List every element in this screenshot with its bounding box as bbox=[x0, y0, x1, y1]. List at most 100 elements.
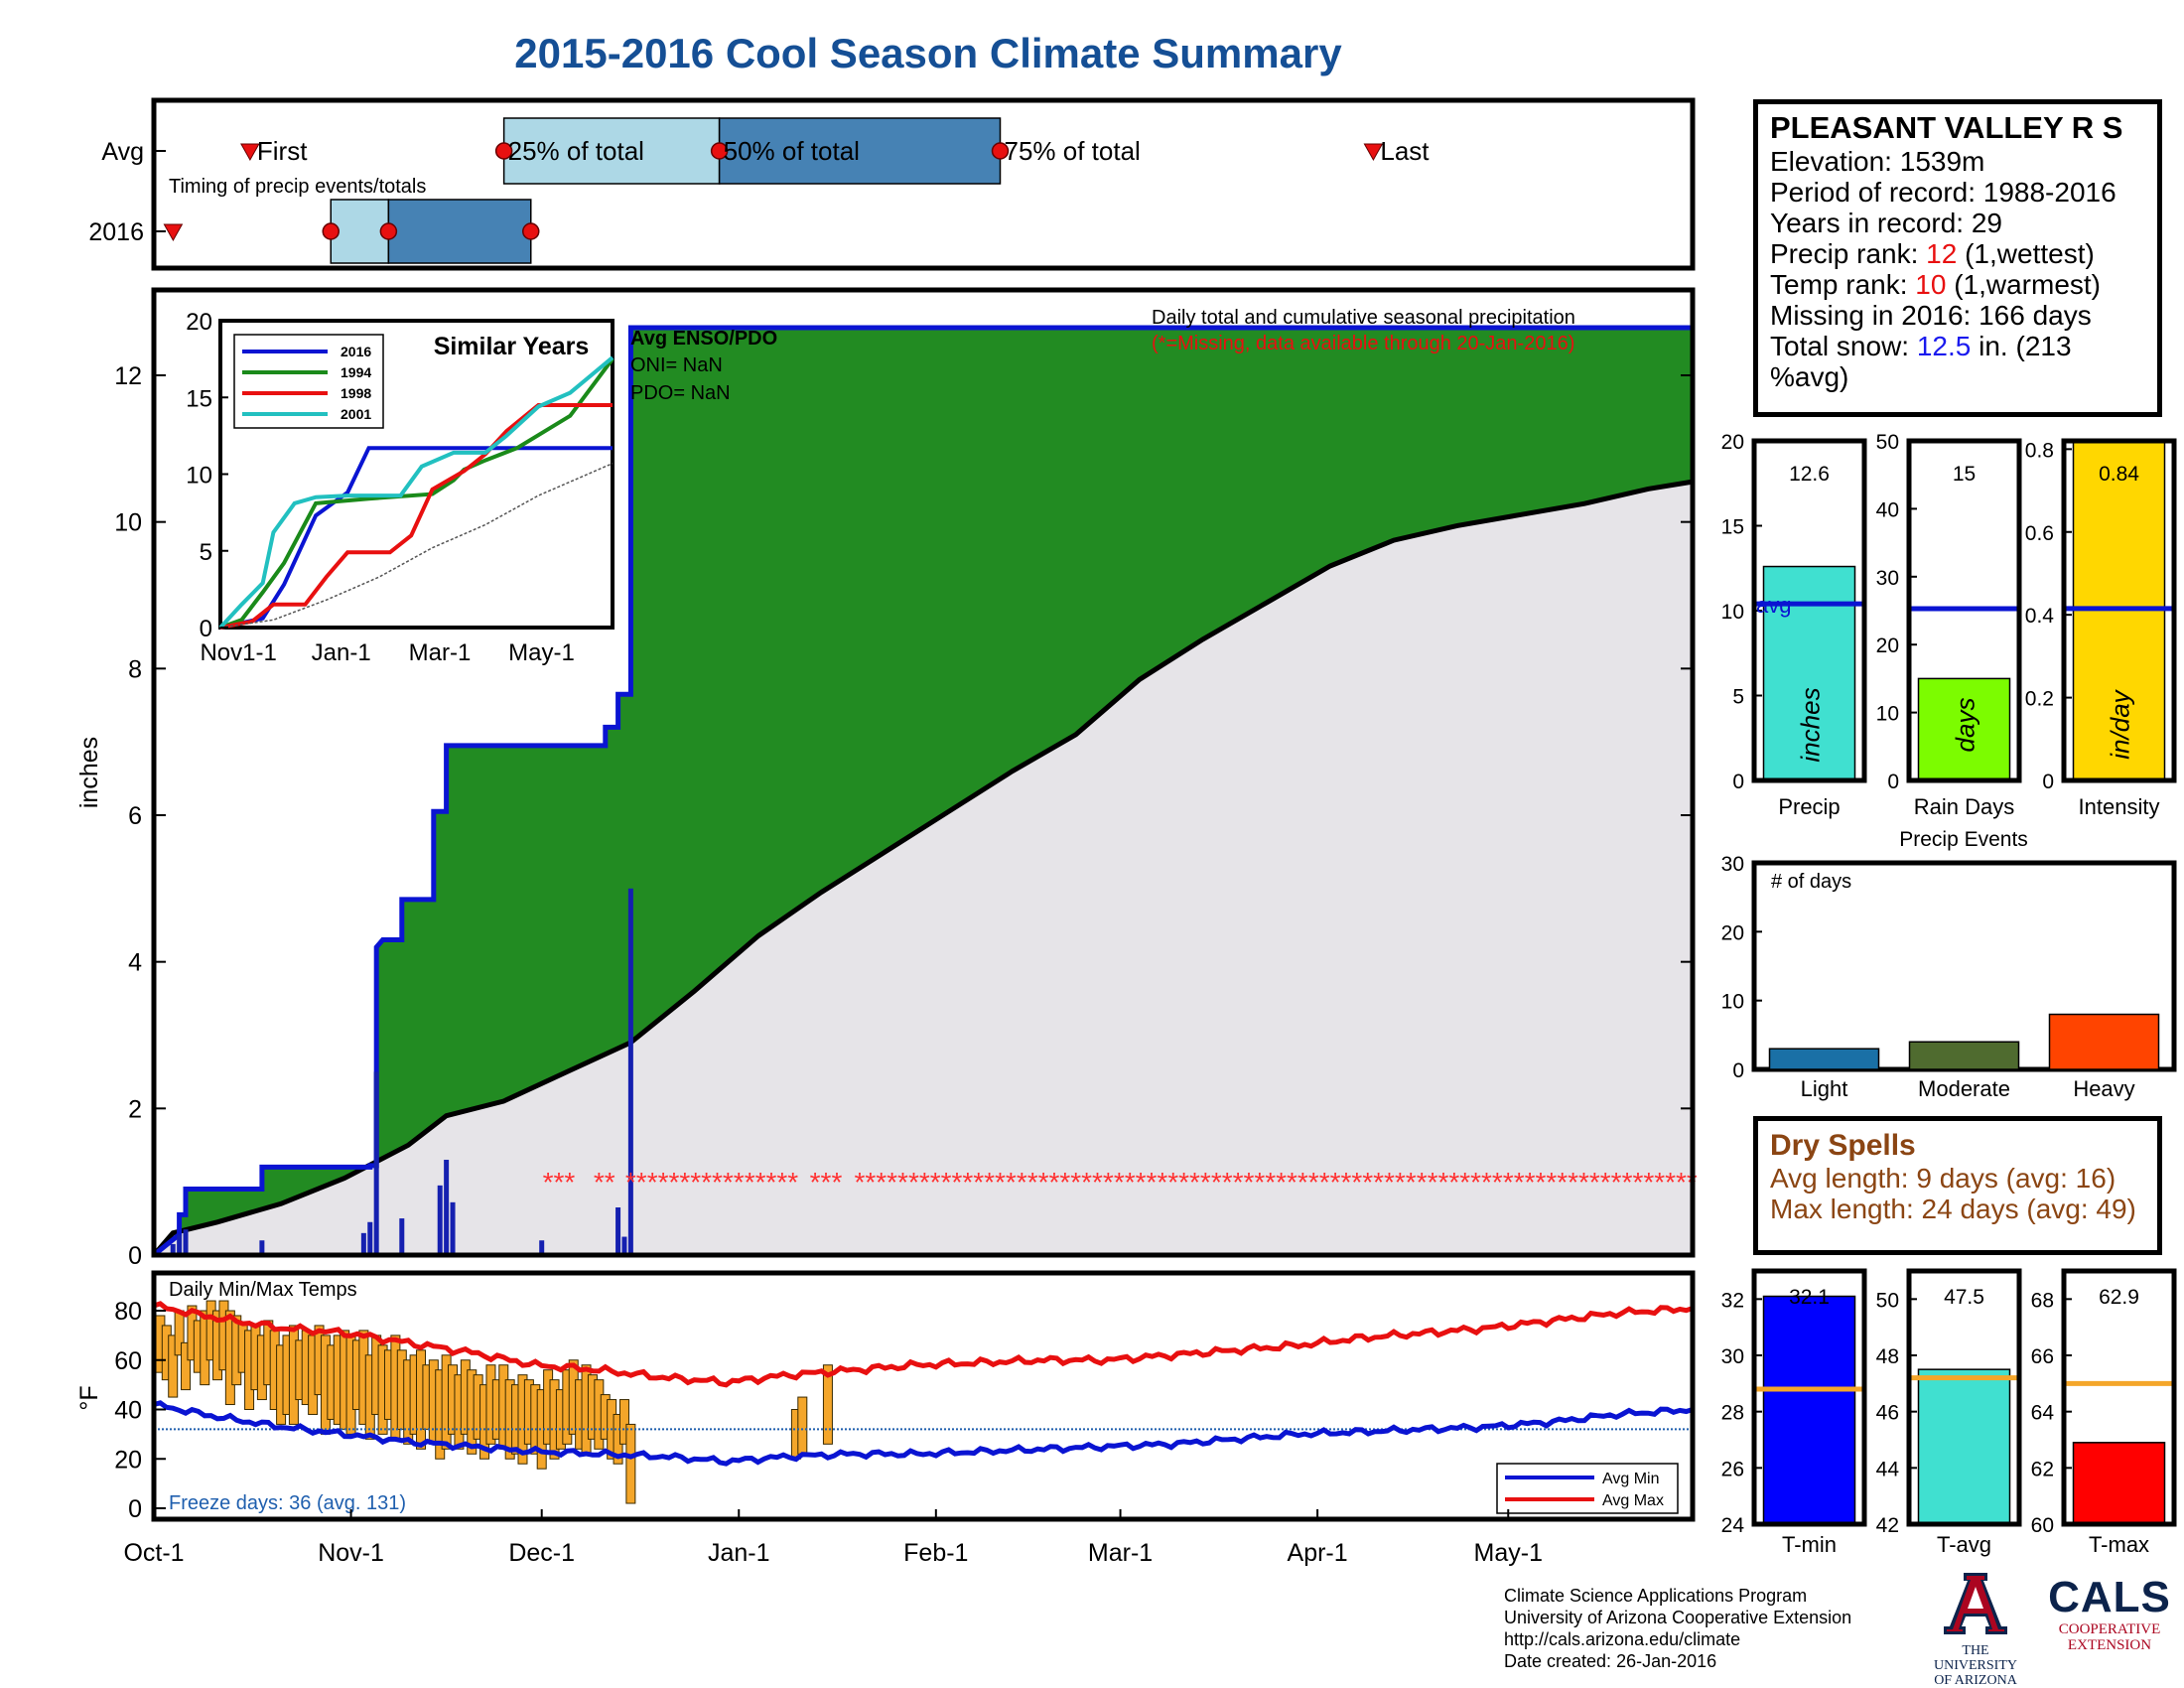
station-years: Years in record: 29 bbox=[1770, 208, 2002, 238]
missing-marker: * bbox=[1070, 1167, 1081, 1197]
missing-marker: * bbox=[1632, 1167, 1643, 1197]
y2016-p75-marker bbox=[522, 222, 540, 240]
station-elevation: Elevation: 1539m bbox=[1770, 146, 1985, 177]
missing-marker: * bbox=[1136, 1167, 1147, 1197]
summary-y-tick-label: 10 bbox=[1721, 601, 1744, 624]
summary-y-tick-label: 0.6 bbox=[2025, 522, 2054, 545]
daily-precip-bar bbox=[259, 1240, 265, 1255]
precip-events-chart: Light Moderate Heavy 0 10 20 30 Precip Events # … bbox=[1721, 828, 2177, 1101]
missing-note: (*=Missing, data available through 20-Ja… bbox=[1152, 333, 1574, 354]
freeze-days-label: Freeze days: 36 (avg. 131) bbox=[169, 1492, 406, 1514]
avg-50-75-box bbox=[718, 117, 1002, 185]
missing-marker: * bbox=[1417, 1167, 1428, 1197]
station-period: Period of record: 1988-2016 bbox=[1770, 177, 2116, 208]
missing-marker: * bbox=[1589, 1167, 1600, 1197]
missing-marker: * bbox=[1103, 1167, 1114, 1197]
missing-marker: * bbox=[1622, 1167, 1633, 1197]
cals-logo: CALS COOPERATIVE EXTENSION bbox=[2048, 1573, 2171, 1654]
temperature-chart: 0 20 40 60 80 °F Daily Min/Max Temps Freeze day… bbox=[75, 1270, 1696, 1567]
missing-marker: * bbox=[1514, 1167, 1525, 1197]
missing-marker: * bbox=[1189, 1167, 1200, 1197]
dry-spells-max: Max length: 24 days (avg: 49) bbox=[1770, 1194, 2136, 1224]
missing-marker: * bbox=[690, 1167, 701, 1197]
missing-marker: * bbox=[1297, 1167, 1308, 1197]
station-name: PLEASANT VALLEY R S bbox=[1770, 110, 2123, 145]
temp-summary-frame bbox=[1751, 1268, 1867, 1527]
credit-block: Climate Science Applications Program Uni… bbox=[1504, 1585, 1851, 1672]
dry-spells-title: Dry Spells bbox=[1770, 1129, 1916, 1162]
missing-marker: * bbox=[810, 1167, 821, 1197]
missing-marker: * bbox=[1492, 1167, 1503, 1197]
enso-oni: ONI= NaN bbox=[630, 354, 723, 376]
missing-marker: * bbox=[1503, 1167, 1514, 1197]
summary-unit-label: days bbox=[1951, 698, 1980, 753]
missing-marker: * bbox=[1038, 1167, 1049, 1197]
daily-temp-range-bar bbox=[822, 1364, 833, 1445]
temp-summary-y-tick-label: 42 bbox=[1876, 1514, 1899, 1537]
daily-precip-bar bbox=[627, 888, 633, 1255]
missing-marker: * bbox=[897, 1167, 908, 1197]
enso-title: Avg ENSO/PDO bbox=[630, 328, 777, 350]
missing-marker: * bbox=[1395, 1167, 1406, 1197]
daily-temp-range-bar bbox=[625, 1423, 636, 1504]
credit-line: Date created: 26-Jan-2016 bbox=[1504, 1651, 1717, 1671]
temp-summary-y-tick-label: 62 bbox=[2031, 1458, 2054, 1480]
daily-precip-bar bbox=[437, 1185, 443, 1255]
temp-y-tick-label: 20 bbox=[114, 1446, 142, 1474]
summary-unit-label: in/day bbox=[2106, 688, 2135, 759]
y2016-p25-marker bbox=[322, 222, 340, 240]
missing-marker: * bbox=[1578, 1167, 1589, 1197]
inset-x-tick-label: Jan-1 bbox=[312, 639, 371, 666]
missing-marker: * bbox=[701, 1167, 712, 1197]
events-category-label: Light bbox=[1801, 1076, 1848, 1101]
missing-marker: * bbox=[1448, 1167, 1459, 1197]
events-y-tick-label: 10 bbox=[1721, 991, 1744, 1014]
similar-years-inset: 0 5 10 15 20 Nov1-1 Jan-1 Mar-1 May-1 Similar Yea… bbox=[186, 309, 614, 666]
missing-marker: * bbox=[876, 1167, 887, 1197]
page-title: 2015-2016 Cool Season Climate Summary bbox=[514, 30, 1342, 76]
temp-summary-y-tick-label: 26 bbox=[1721, 1458, 1744, 1480]
station-temp-rank: Temp rank: 10 (1,warmest) bbox=[1770, 269, 2102, 300]
missing-marker: * bbox=[1525, 1167, 1536, 1197]
dry-spells-box: Dry Spells Avg length: 9 days (avg: 16) … bbox=[1753, 1116, 2162, 1255]
missing-marker: * bbox=[755, 1167, 766, 1197]
daily-precip-bar bbox=[360, 1232, 366, 1255]
summary-y-tick-label: 0 bbox=[1887, 771, 1899, 793]
daily-precip-bar bbox=[399, 1218, 405, 1255]
inset-y-tick-label: 10 bbox=[186, 463, 212, 490]
events-bar-light bbox=[1768, 1048, 1880, 1070]
inset-series-2016 bbox=[219, 446, 613, 630]
missing-marker: * bbox=[679, 1167, 690, 1197]
precip-main-chart: * * * * * * * * * * * * * * * * * * * * * * * * * * * * * * * * * * * * * * * *… bbox=[75, 287, 1698, 1270]
timing-row-label: 2016 bbox=[88, 218, 144, 246]
daily-temp-range-bar bbox=[797, 1396, 808, 1455]
events-bar-heavy bbox=[2048, 1013, 2160, 1070]
missing-marker: * bbox=[1557, 1167, 1568, 1197]
missing-marker: * bbox=[1428, 1167, 1438, 1197]
y2016-50-75-box bbox=[387, 199, 532, 264]
missing-marker: * bbox=[1200, 1167, 1211, 1197]
summary-value-label: 12.6 bbox=[1789, 463, 1830, 486]
summary-category-label: Rain Days bbox=[1914, 794, 2014, 819]
avg-p50-marker bbox=[710, 142, 729, 160]
summary-bar-frame bbox=[1906, 438, 2022, 783]
missing-marker: * bbox=[941, 1167, 952, 1197]
daily-temp-range-bar bbox=[168, 1335, 179, 1398]
missing-marker: * bbox=[1330, 1167, 1341, 1197]
temp-summary-y-tick-label: 50 bbox=[1876, 1289, 1899, 1312]
missing-marker: * bbox=[1211, 1167, 1222, 1197]
timing-panel: First 25% of total 50% of total 75% of tota… bbox=[88, 97, 1696, 271]
events-y-tick-label: 0 bbox=[1732, 1059, 1744, 1082]
events-y-tick-label: 30 bbox=[1721, 853, 1744, 876]
temp-y-tick-label: 0 bbox=[128, 1495, 142, 1523]
summary-category-label: Intensity bbox=[2079, 794, 2160, 819]
precip-summary-bars: 12.6 Precip inches 0 5 10 15 20 avg 15 Rain Days da… bbox=[1721, 431, 2177, 819]
missing-marker: * bbox=[1125, 1167, 1136, 1197]
temp-summary-y-tick-label: 66 bbox=[2031, 1345, 2054, 1368]
missing-marker: * bbox=[1243, 1167, 1254, 1197]
missing-marker: * bbox=[658, 1167, 669, 1197]
missing-marker: * bbox=[1406, 1167, 1417, 1197]
station-precip-rank: Precip rank: 12 (1,wettest) bbox=[1770, 238, 2095, 269]
temp-legend-label: Avg Max bbox=[1602, 1492, 1664, 1509]
missing-marker: * bbox=[1276, 1167, 1287, 1197]
